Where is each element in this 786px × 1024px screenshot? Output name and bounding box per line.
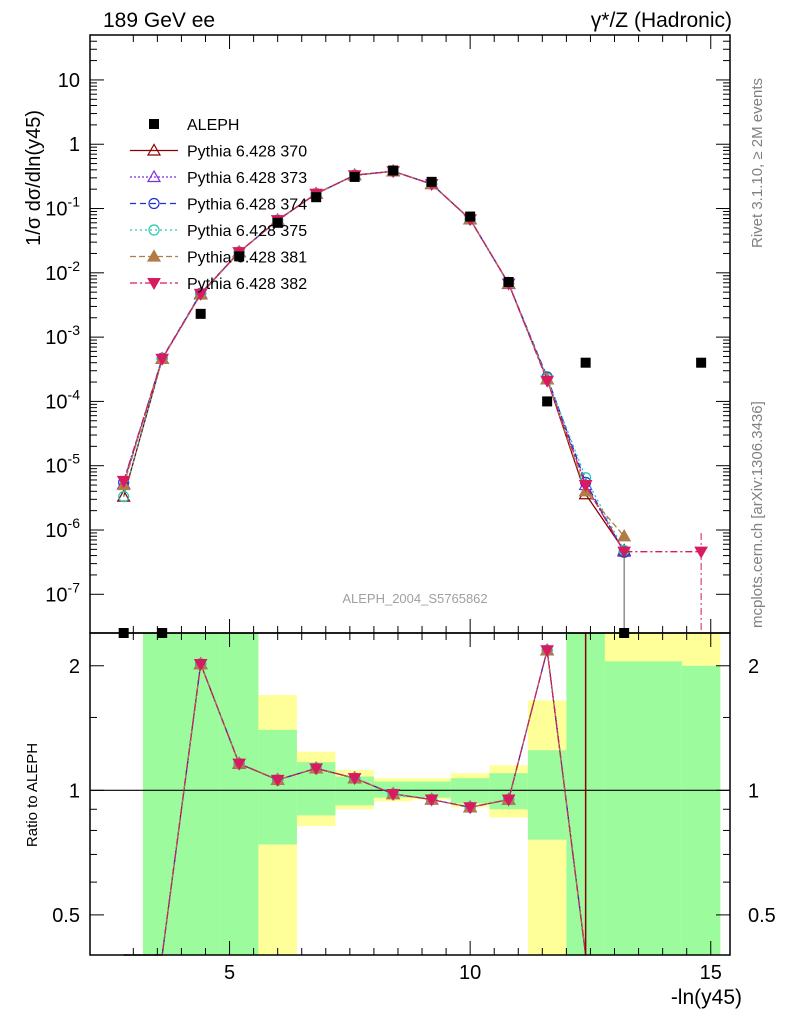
- green-band: [412, 781, 451, 798]
- series-point: [116, 475, 131, 488]
- ratio-point: [309, 763, 324, 776]
- ratio-point: [501, 794, 516, 807]
- ratio-point: [232, 758, 247, 771]
- data-point: [542, 396, 553, 407]
- legend-label: ALEPH: [187, 117, 239, 134]
- data-point: [272, 217, 283, 228]
- ratio-y-tick-label: 2: [69, 656, 80, 678]
- data-point: [349, 171, 360, 182]
- ratio-point: [463, 802, 478, 815]
- ratio-point: [270, 774, 285, 787]
- data-point: [696, 357, 707, 368]
- y-tick-label: 10-1: [45, 194, 80, 221]
- y-tick-label: 10: [58, 70, 80, 92]
- data-point: [465, 211, 476, 222]
- green-band: [604, 661, 682, 955]
- legend-marker: [146, 249, 162, 262]
- ratio-point: [386, 788, 401, 801]
- ratio-y-tick-label-right: 1: [748, 780, 759, 802]
- ratio-series-group: [123, 645, 587, 956]
- ratio-y-tick-label-right: 2: [748, 656, 759, 678]
- series-point: [578, 480, 593, 493]
- series-point: [155, 353, 170, 366]
- ratio-point: [540, 645, 555, 658]
- analysis-label: ALEPH_2004_S5765862: [342, 591, 487, 606]
- data-point: [311, 192, 322, 203]
- x-tick-label: 5: [224, 962, 235, 984]
- y-tick-label: 10-5: [45, 451, 80, 478]
- legend-marker: [148, 197, 160, 210]
- ratio-frame: [89, 632, 731, 956]
- data-point: [234, 251, 245, 262]
- y-tick-label: 10-4: [45, 386, 80, 413]
- legend-label: Pythia 6.428 382: [187, 276, 307, 293]
- data-point: [503, 276, 514, 287]
- green-band: [681, 665, 721, 955]
- ratio-y-tick-label: 1: [69, 780, 80, 802]
- legend-marker: [146, 169, 162, 183]
- main-y-axis-label: 1/σ dσ/dln(y45): [23, 110, 45, 246]
- ratio-point: [347, 773, 362, 786]
- legend-label: Pythia 6.428 375: [187, 223, 307, 240]
- header-left-title: 189 GeV ee: [103, 9, 215, 32]
- green-band: [258, 729, 297, 845]
- ratio-panel: [90, 633, 730, 956]
- mcplots-label: mcplots.cern.ch [arXiv:1306.3436]: [749, 401, 766, 628]
- series-point: [193, 288, 208, 301]
- y-tick-label: 10-3: [45, 322, 80, 349]
- green-band: [527, 750, 567, 840]
- legend-marker: [149, 119, 159, 129]
- legend-label: Pythia 6.428 373: [187, 170, 307, 187]
- legend-label: Pythia 6.428 370: [187, 144, 307, 161]
- green-band: [142, 633, 220, 955]
- ratio-y-tick-label-right: 0.5: [748, 905, 776, 927]
- green-band: [219, 633, 259, 955]
- legend-marker: [147, 278, 161, 291]
- data-point: [426, 176, 437, 187]
- legend-marker: [146, 143, 162, 156]
- y-tick-label: 10-7: [45, 579, 80, 606]
- x-tick-label: 10: [459, 962, 481, 984]
- legend-label: Pythia 6.428 374: [187, 197, 307, 214]
- y-tick-label: 1: [69, 134, 80, 156]
- series-point: [118, 491, 130, 503]
- rivet-label: Rivet 3.1.10, ≥ 2M events: [749, 78, 766, 248]
- header-right-title: γ*/Z (Hadronic): [591, 9, 732, 32]
- main-frame: [89, 34, 731, 634]
- ratio-point: [424, 794, 439, 807]
- ratio-y-axis-label: Ratio to ALEPH: [24, 743, 41, 847]
- ratio-uncertainty-bands: [142, 633, 721, 955]
- x-tick-label: 15: [700, 962, 722, 984]
- main-panel: [116, 164, 708, 638]
- series-point: [617, 529, 632, 542]
- data-point: [195, 308, 206, 319]
- legend-marker: [148, 224, 160, 236]
- legend-label: Pythia 6.428 381: [187, 250, 307, 267]
- y-tick-label: 10-6: [45, 515, 80, 542]
- panel-frames: 10 1 10-1 10-2 10-3 10-4 10-5 10-6 10-7 5 10 15 0.5 0…: [45, 34, 776, 984]
- series-point: [540, 375, 555, 388]
- data-point: [388, 165, 399, 176]
- ratio-point: [193, 658, 208, 671]
- x-axis-label: -ln(y45): [671, 986, 742, 1009]
- data-point: [580, 357, 591, 368]
- ratio-y-tick-label: 0.5: [52, 905, 80, 927]
- legend: ALEPH Pythia 6.428 370 Pythia 6.428 373 Pyt…: [130, 117, 307, 293]
- series-group: [116, 164, 632, 542]
- y-tick-label: 10-2: [45, 258, 80, 285]
